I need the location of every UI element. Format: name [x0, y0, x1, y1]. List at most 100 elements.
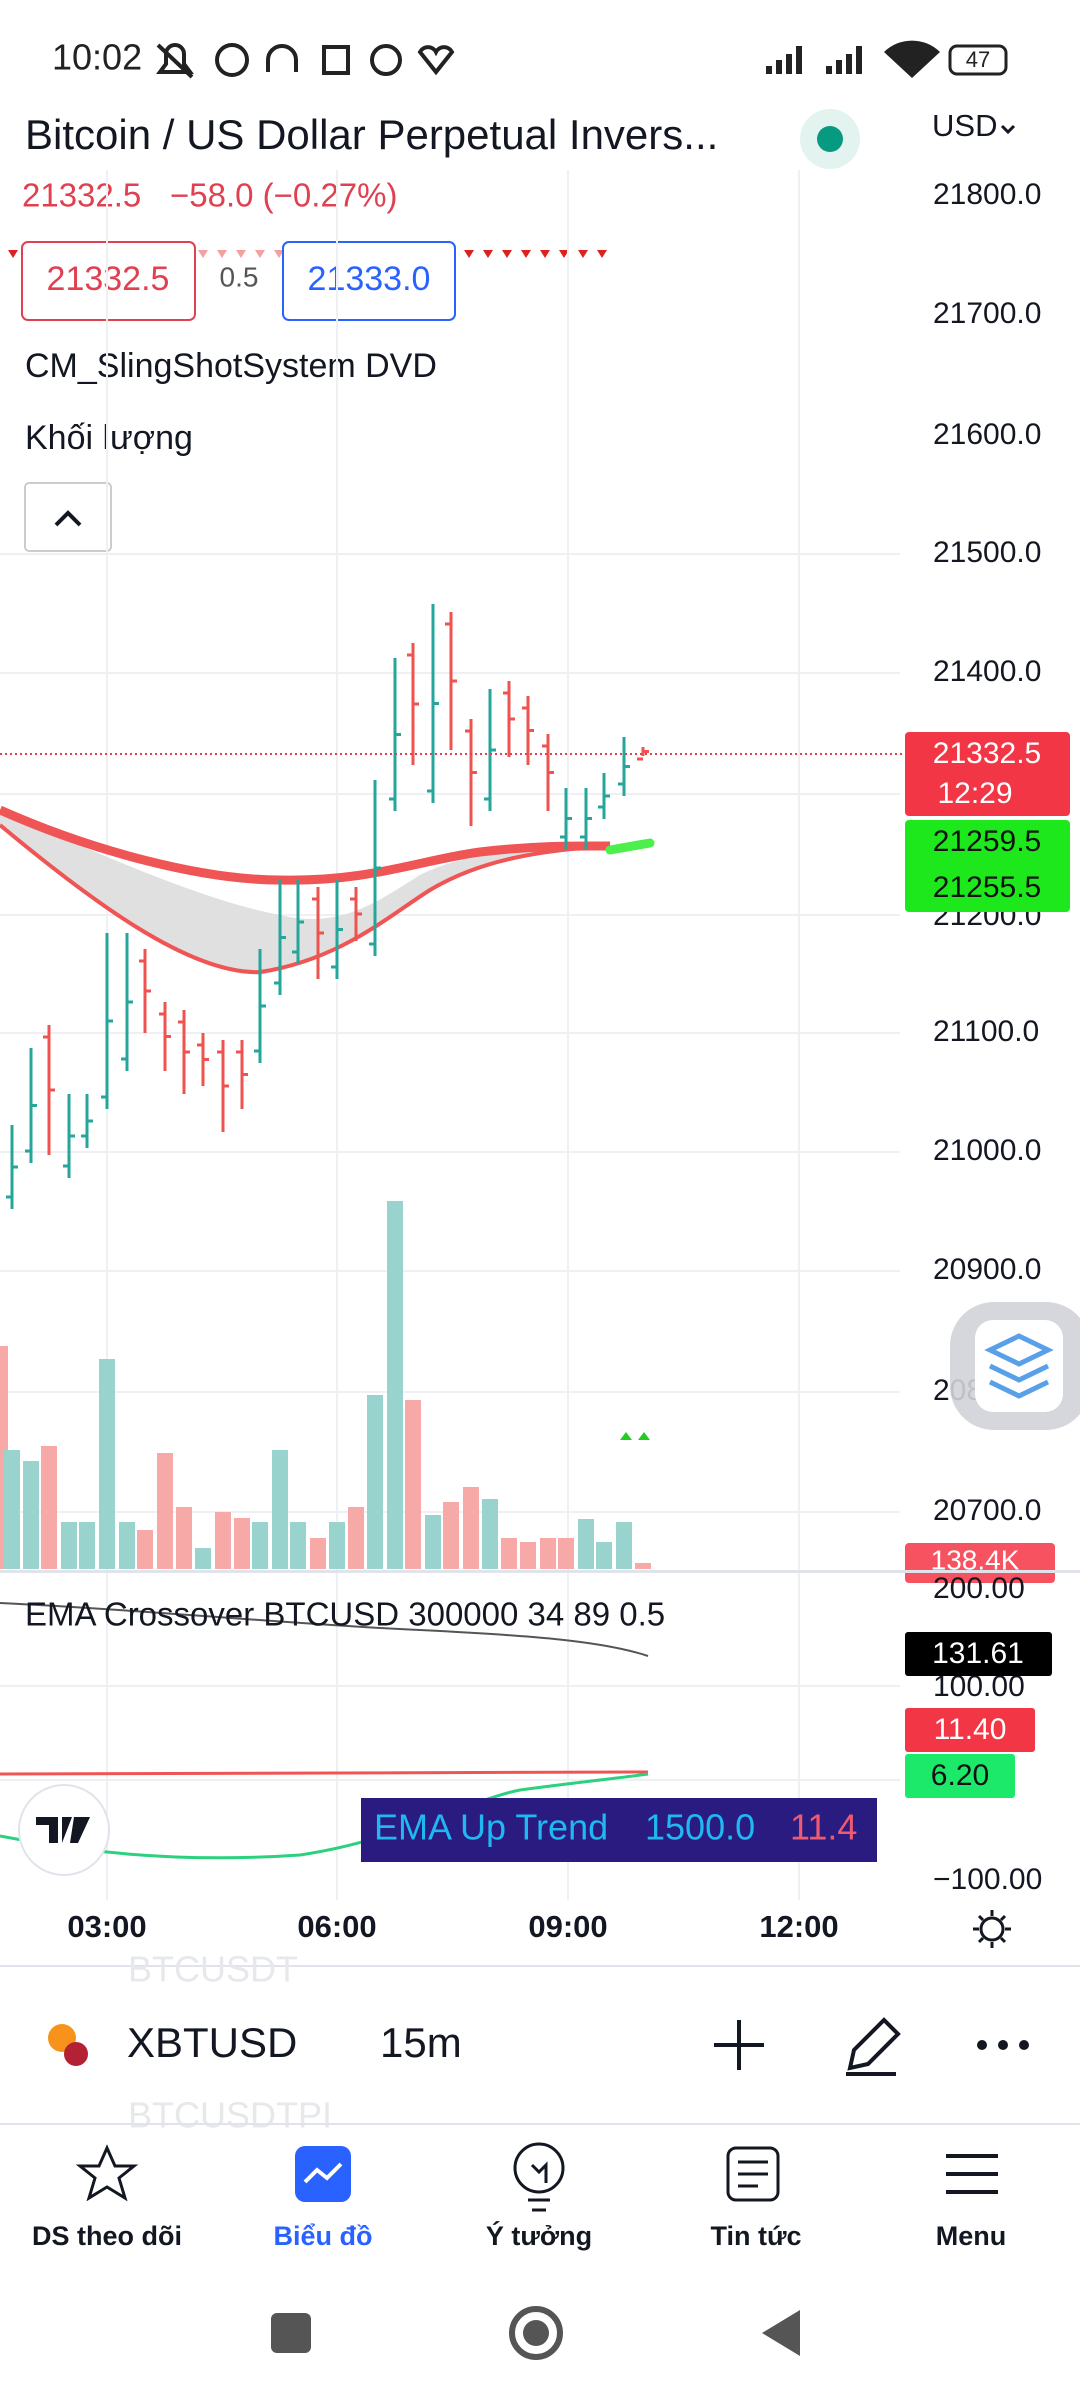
price-bars: [6, 604, 649, 1209]
collapse-icon: [54, 510, 82, 527]
time-label: 06:00: [297, 1909, 376, 1944]
price-axis-label: 21500.0: [933, 536, 1041, 569]
toolbar-interval[interactable]: 15m: [380, 2019, 462, 2066]
price-axis-label: 21400.0: [933, 655, 1041, 688]
price-axis-label: 21100.0: [933, 1015, 1039, 1048]
price-bar: [427, 604, 439, 803]
chart-icon-line: [303, 2162, 343, 2184]
watchlist-icon[interactable]: [75, 2144, 139, 2202]
lower-axis-label: −100.00: [933, 1863, 1042, 1896]
volume-bar: [578, 1519, 594, 1569]
time-label: 12:00: [759, 1909, 838, 1944]
tag-black: [905, 1632, 1052, 1676]
usd-icon: [64, 2042, 88, 2066]
price-bar: [350, 887, 362, 941]
nav-label[interactable]: Biểu đồ: [274, 2221, 373, 2251]
ema-red-line: [0, 1770, 649, 1776]
recent-apps[interactable]: [271, 2313, 311, 2353]
triangle: [540, 250, 550, 258]
ema-fast-line: [0, 805, 611, 885]
price-bar: [503, 681, 515, 757]
banner-text: EMA Up Trend: [374, 1807, 608, 1848]
divider: [0, 1965, 1080, 1967]
price-axis-label: 21800.0: [933, 178, 1041, 211]
collapse-button[interactable]: [24, 482, 112, 552]
price-bar: [274, 880, 286, 995]
triangle: [8, 250, 18, 258]
price-bar: [445, 612, 457, 750]
trend-banner: [361, 1798, 877, 1862]
price-bar: [81, 1094, 93, 1148]
buy-button[interactable]: [282, 241, 456, 321]
battery-level: 47: [966, 47, 990, 72]
price-axis-label: 20900.0: [933, 1253, 1041, 1286]
price-bar: [560, 788, 572, 849]
price-bar: [25, 1048, 37, 1163]
home-button[interactable]: [509, 2306, 563, 2360]
price-bar: [484, 689, 496, 811]
volume-bar: [463, 1487, 479, 1569]
triangle: [502, 250, 512, 258]
price-bar: [580, 788, 592, 849]
last-price: 21332.5: [22, 177, 141, 214]
currency-caret: [1000, 124, 1016, 135]
triangle: [597, 250, 607, 258]
faded-symbol: BTCUSDT: [128, 1949, 298, 1990]
tag-text: 6.20: [931, 1759, 989, 1792]
banner-value: 11.4: [790, 1807, 857, 1848]
price-axis-label: 21600.0: [933, 418, 1041, 451]
menu-icon[interactable]: [946, 2154, 998, 2194]
back-button[interactable]: [762, 2310, 800, 2356]
sell-button[interactable]: [21, 241, 196, 321]
nav-label[interactable]: DS theo dõi: [32, 2221, 182, 2251]
volume-bar: [558, 1538, 574, 1569]
triangle: [255, 250, 265, 258]
price-bar: [637, 747, 649, 761]
volume-bar: [520, 1542, 536, 1569]
volume-bar: [119, 1522, 135, 1569]
layers-icon: [984, 1333, 1054, 1399]
price-bar: [598, 773, 610, 819]
volume-bars: [0, 1201, 651, 1569]
triangle: [217, 250, 227, 258]
indicator-label[interactable]: Khối lượng: [25, 419, 193, 457]
price-bar: [178, 1010, 190, 1094]
add-icon[interactable]: [714, 2020, 764, 2070]
nav-label[interactable]: Menu: [936, 2221, 1007, 2251]
nav-label[interactable]: Ý tưởng: [486, 2220, 592, 2251]
settings-icon[interactable]: [973, 1910, 1011, 1948]
volume-bar: [79, 1522, 95, 1569]
ema-tags: [905, 820, 1070, 912]
volume-bar: [387, 1201, 403, 1569]
volume-bar: [310, 1538, 326, 1569]
tag-text: 131.61: [932, 1637, 1024, 1670]
price-bar: [6, 1125, 18, 1209]
price-bar: [254, 949, 266, 1063]
symbol-title[interactable]: Bitcoin / US Dollar Perpetual Invers...: [25, 111, 718, 158]
ideas-icon[interactable]: [513, 2142, 565, 2212]
price-bar: [465, 719, 477, 826]
toolbar-symbol[interactable]: XBTUSD: [127, 2019, 297, 2066]
volume-bar: [157, 1453, 173, 1569]
draw-icon[interactable]: [846, 2017, 901, 2076]
price-bar: [101, 933, 113, 1109]
news-icon[interactable]: [726, 2146, 780, 2202]
lower-axis-label: 200.00: [933, 1572, 1025, 1605]
buy-price: 21333.0: [308, 260, 431, 298]
indicator-label[interactable]: CM_SlingShotSystem DVD: [25, 347, 437, 385]
nav-label[interactable]: Tin tức: [710, 2221, 801, 2251]
price-bar: [389, 658, 401, 811]
triangle: [236, 250, 246, 258]
price-bar: [542, 734, 554, 811]
tag-red: [905, 1708, 1035, 1752]
price-bar: [369, 780, 381, 956]
currency[interactable]: USD: [932, 108, 997, 143]
ema-tail: [605, 838, 655, 855]
more-icon[interactable]: [977, 2040, 1029, 2050]
price-bar: [63, 1094, 75, 1178]
time-label: 03:00: [67, 1909, 146, 1944]
triangle: [559, 250, 569, 258]
volume-bar: [23, 1461, 39, 1569]
lower-pane-label[interactable]: EMA Crossover BTCUSD 300000 34 89 0.5: [25, 1596, 665, 1633]
